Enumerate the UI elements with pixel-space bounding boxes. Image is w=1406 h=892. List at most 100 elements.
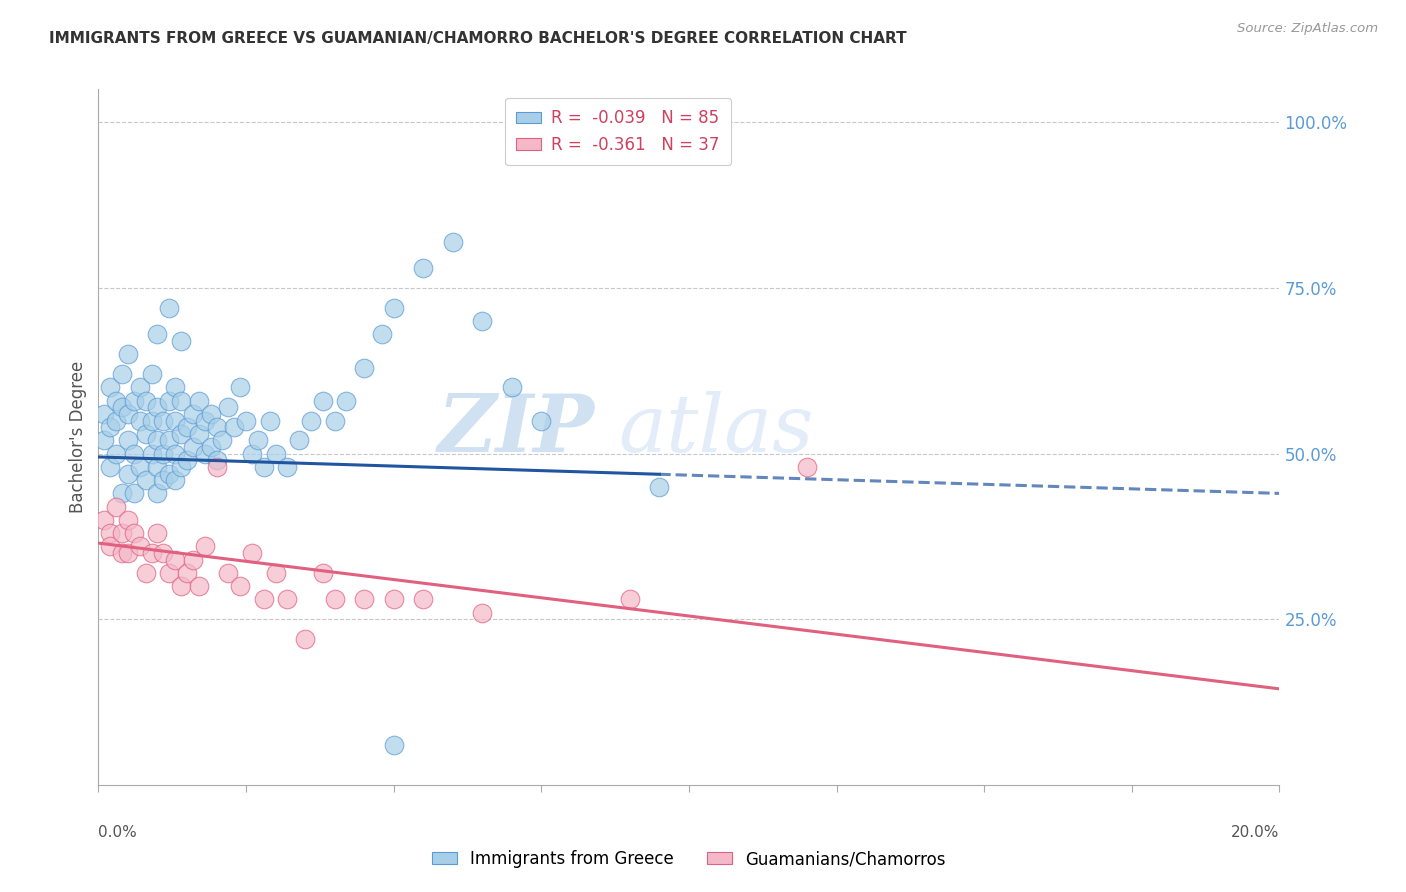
Point [111, 526, 134, 541]
Point [276, 459, 298, 474]
Point [471, 314, 494, 328]
Point [117, 434, 139, 448]
Point [235, 413, 257, 427]
Point [157, 393, 180, 408]
Point [259, 413, 281, 427]
Point [128, 540, 150, 554]
Point [194, 540, 217, 554]
Point [240, 546, 263, 560]
Point [146, 401, 169, 415]
Point [170, 426, 193, 441]
Point [264, 566, 287, 580]
Point [299, 413, 322, 427]
Point [229, 579, 252, 593]
Point [111, 367, 134, 381]
Point [170, 334, 193, 348]
Point [152, 546, 174, 560]
Point [412, 592, 434, 607]
Point [353, 360, 375, 375]
Point [796, 459, 818, 474]
Point [105, 500, 128, 514]
Point [371, 327, 394, 342]
Point [194, 447, 217, 461]
Point [135, 566, 157, 580]
Point [181, 407, 204, 421]
Point [122, 447, 145, 461]
Point [105, 447, 128, 461]
Point [128, 380, 150, 394]
Point [135, 393, 157, 408]
Point [211, 434, 233, 448]
Point [157, 301, 180, 315]
Y-axis label: Bachelor's Degree: Bachelor's Degree [69, 361, 87, 513]
Point [152, 447, 174, 461]
Point [165, 447, 187, 461]
Point [312, 393, 335, 408]
Point [335, 393, 357, 408]
Point [98, 526, 121, 541]
Point [194, 413, 217, 427]
Point [146, 434, 169, 448]
Point [412, 261, 434, 276]
Point [288, 434, 311, 448]
Point [205, 459, 228, 474]
Point [122, 486, 145, 500]
Text: atlas: atlas [619, 392, 814, 469]
Point [117, 546, 139, 560]
Point [224, 420, 246, 434]
Point [152, 473, 174, 487]
Text: IMMIGRANTS FROM GREECE VS GUAMANIAN/CHAMORRO BACHELOR'S DEGREE CORRELATION CHART: IMMIGRANTS FROM GREECE VS GUAMANIAN/CHAM… [49, 31, 907, 46]
Point [205, 453, 228, 467]
Point [141, 367, 163, 381]
Point [217, 401, 239, 415]
Point [323, 592, 346, 607]
Point [382, 592, 405, 607]
Point [117, 407, 139, 421]
Point [122, 526, 145, 541]
Point [200, 407, 222, 421]
Point [240, 447, 263, 461]
Point [165, 380, 187, 394]
Point [111, 546, 134, 560]
Point [200, 440, 222, 454]
Point [276, 592, 298, 607]
Point [135, 426, 157, 441]
Point [105, 393, 128, 408]
Point [117, 347, 139, 361]
Point [128, 413, 150, 427]
Point [471, 606, 494, 620]
Point [253, 592, 276, 607]
Point [530, 413, 553, 427]
Text: Source: ZipAtlas.com: Source: ZipAtlas.com [1237, 22, 1378, 36]
Point [122, 393, 145, 408]
Point [157, 467, 180, 481]
Point [146, 526, 169, 541]
Point [146, 327, 169, 342]
Point [98, 420, 121, 434]
Point [176, 566, 198, 580]
Point [141, 546, 163, 560]
Point [117, 467, 139, 481]
Point [111, 486, 134, 500]
Point [170, 579, 193, 593]
Text: ZIP: ZIP [437, 392, 595, 469]
Point [353, 592, 375, 607]
Point [117, 513, 139, 527]
Point [105, 413, 128, 427]
Point [93, 407, 115, 421]
Legend: R =  -0.039   N = 85, R =  -0.361   N = 37: R = -0.039 N = 85, R = -0.361 N = 37 [505, 97, 731, 165]
Point [312, 566, 335, 580]
Text: 20.0%: 20.0% [1232, 825, 1279, 840]
Point [205, 420, 228, 434]
Point [176, 453, 198, 467]
Point [253, 459, 276, 474]
Point [170, 393, 193, 408]
Point [152, 413, 174, 427]
Point [157, 566, 180, 580]
Point [141, 413, 163, 427]
Point [135, 473, 157, 487]
Point [165, 473, 187, 487]
Point [111, 401, 134, 415]
Text: 0.0%: 0.0% [98, 825, 138, 840]
Point [165, 413, 187, 427]
